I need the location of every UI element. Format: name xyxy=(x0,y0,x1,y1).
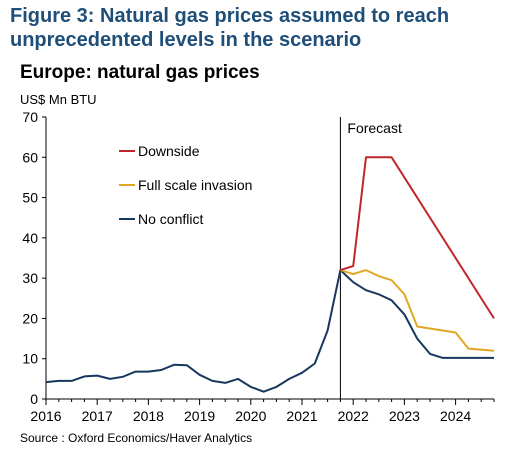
source-note: Source : Oxford Economics/Haver Analytic… xyxy=(20,431,253,445)
legend-label-downside: Downside xyxy=(138,143,200,159)
y-tick-label: 50 xyxy=(22,190,38,206)
y-tick-label: 20 xyxy=(22,310,38,326)
series-line-downside xyxy=(340,156,495,319)
x-tick-label: 2023 xyxy=(389,408,420,424)
x-tick-label: 2022 xyxy=(338,408,369,424)
chart-title: Europe: natural gas prices xyxy=(20,62,260,83)
y-tick-label: 10 xyxy=(22,351,38,367)
y-tick-label: 70 xyxy=(22,109,38,125)
x-tick-label: 2019 xyxy=(184,408,215,424)
y-tick-label: 30 xyxy=(22,270,38,286)
x-tick-label: 2017 xyxy=(82,408,113,424)
y-tick-label: 0 xyxy=(30,391,38,407)
y-tick-label: 60 xyxy=(22,149,38,165)
legend-label-full-scale-invasion: Full scale invasion xyxy=(138,177,252,193)
x-tick-label: 2016 xyxy=(30,408,61,424)
series-line-full-scale-invasion xyxy=(340,269,495,352)
x-tick-label: 2021 xyxy=(286,408,317,424)
forecast-label: Forecast xyxy=(347,120,402,136)
x-tick-label: 2020 xyxy=(235,408,266,424)
y-tick-label: 40 xyxy=(22,230,38,246)
y-axis-unit-label: US$ Mn BTU xyxy=(20,92,97,107)
figure-title: Figure 3: Natural gas prices assumed to … xyxy=(10,5,450,51)
legend-label-no-conflict: No conflict xyxy=(138,211,203,227)
series-line-no-conflict xyxy=(45,269,494,393)
x-tick-label: 2024 xyxy=(440,408,471,424)
x-tick-label: 2018 xyxy=(133,408,164,424)
